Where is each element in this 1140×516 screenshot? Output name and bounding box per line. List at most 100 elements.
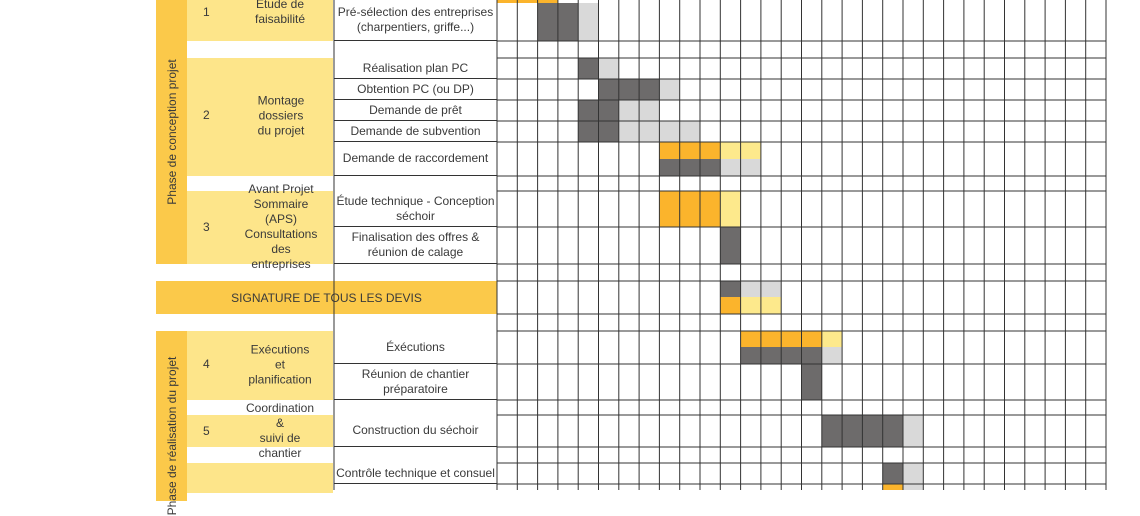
- gantt-bar: [639, 79, 660, 100]
- gantt-bar: [679, 191, 700, 227]
- gantt-bar: [720, 297, 741, 314]
- signature-label: SIGNATURE DE TOUS LES DEVIS: [231, 290, 422, 305]
- task-label: Pré-sélection des entreprises (charpenti…: [337, 5, 494, 34]
- gantt-bar: [517, 0, 538, 3]
- gantt-bar: [882, 463, 903, 484]
- step-2-cell: 2 Montage dossiers du projet: [187, 58, 333, 176]
- step-5-label: Coordination & suivi de chantier: [245, 401, 315, 460]
- gantt-bar: [740, 159, 761, 176]
- gantt-bar: [537, 0, 558, 3]
- gantt-bar: [598, 79, 619, 100]
- gantt-bar: [618, 79, 640, 100]
- gantt-bar: [598, 58, 619, 79]
- task-label: Construction du séchoir: [352, 423, 479, 437]
- step-1-cell: 1 Étude de faisabilité: [187, 0, 333, 41]
- gantt-bar: [537, 3, 558, 41]
- gantt-bar: [740, 281, 761, 297]
- task-cell: Éxécutions: [334, 331, 497, 364]
- gantt-bar: [903, 463, 924, 484]
- gantt-bar: [760, 297, 782, 314]
- gantt-bar: [740, 347, 761, 364]
- task-label: Demande de subvention: [350, 123, 481, 138]
- phase-conception-band: Phase de conception projet: [156, 0, 187, 264]
- step-2-number: 2: [203, 108, 210, 122]
- task-cell: Réalisation plan PC: [334, 58, 497, 79]
- gantt-bar: [578, 58, 599, 79]
- gantt-bar: [659, 121, 680, 142]
- gantt-bar: [497, 0, 518, 3]
- gantt-bar: [679, 142, 700, 159]
- task-cell: Demande de prêt: [334, 100, 497, 121]
- gantt-bar: [659, 79, 680, 100]
- gantt-bar: [557, 3, 579, 41]
- task-cell: Obtention PC (ou DP): [334, 79, 497, 100]
- task-cell: Demande de raccordement: [334, 142, 497, 176]
- task-cell: Finalisation des offres & réunion de cal…: [334, 227, 497, 264]
- gantt-bar: [639, 121, 660, 142]
- task-cell: Construction du séchoir: [334, 415, 497, 447]
- gantt-bar: [882, 484, 903, 490]
- step-4-number: 4: [203, 357, 210, 371]
- step-1-number: 1: [203, 5, 210, 19]
- gantt-bar: [700, 159, 721, 176]
- task-label: Étude technique - Conception séchoir: [336, 193, 495, 223]
- phase-realisation-label: Phase de réalisation du projet: [164, 357, 179, 516]
- gantt-bar: [720, 159, 741, 176]
- task-label: Finalisation des offres & réunion de cal…: [351, 230, 480, 259]
- gantt-bar: [821, 415, 843, 447]
- gantt-bar: [903, 484, 924, 490]
- gantt-bar: [720, 281, 741, 297]
- task-cell: Réunion de chantier préparatoire: [334, 364, 497, 400]
- task-cell: Contrôle technique et consuel: [334, 463, 497, 484]
- gantt-bar: [760, 281, 782, 297]
- phase-realisation-band: Phase de réalisation du projet: [156, 331, 187, 516]
- gantt-bar: [578, 121, 599, 142]
- step-5-cell: 5 Coordination & suivi de chantier: [187, 401, 333, 460]
- gantt-bar: [598, 121, 619, 142]
- step-5-number: 5: [203, 424, 210, 438]
- task-label: Demande de raccordement: [342, 151, 489, 165]
- task-cell: Demande de subvention: [334, 121, 497, 142]
- gantt-bar: [720, 191, 741, 227]
- gantt-bar: [740, 297, 761, 314]
- gantt-bar: [700, 191, 721, 227]
- task-cell: Étude technique - Conception séchoir: [334, 191, 497, 227]
- task-label: Réunion de chantier préparatoire: [361, 366, 470, 396]
- step-4-label: Exécutions et planification: [248, 342, 312, 387]
- gantt-bar: [578, 3, 599, 41]
- gantt-bar: [659, 191, 680, 227]
- gantt-bar: [720, 142, 741, 159]
- gantt-bar: [618, 100, 640, 121]
- task-label: Réalisation plan PC: [362, 60, 469, 75]
- gantt-bar: [700, 142, 721, 159]
- task-cell: Pré-sélection des entreprises (charpenti…: [334, 0, 497, 41]
- step-1-label: Étude de faisabilité: [254, 0, 306, 26]
- gantt-bar: [781, 347, 802, 364]
- task-label: Contrôle technique et consuel: [336, 465, 495, 480]
- phase-conception-label: Phase de conception projet: [164, 59, 179, 205]
- step-2-label: Montage dossiers du projet: [257, 93, 305, 138]
- step-3-label: Avant Projet Sommaire (APS) Consultation…: [244, 182, 318, 271]
- signature-band: SIGNATURE DE TOUS LES DEVIS: [156, 281, 497, 314]
- gantt-bar: [659, 159, 680, 176]
- gantt-bar: [903, 415, 924, 447]
- step-4-cell: 4 Exécutions et planification: [187, 331, 333, 400]
- gantt-bar: [578, 100, 599, 121]
- gantt-bar: [801, 331, 822, 347]
- step-6-cell: [187, 463, 333, 493]
- gantt-bar: [679, 121, 700, 142]
- step-3-number: 3: [203, 220, 210, 234]
- gantt-bar: [760, 331, 782, 347]
- gantt-bar: [639, 100, 660, 121]
- gantt-bar: [821, 331, 843, 347]
- task-label: Demande de prêt: [369, 102, 462, 117]
- gantt-bar: [760, 347, 782, 364]
- gantt-bar: [862, 415, 883, 447]
- gantt-bar: [598, 100, 619, 121]
- gantt-bar: [842, 415, 863, 447]
- gantt-bar: [618, 121, 640, 142]
- task-label: Obtention PC (ou DP): [357, 81, 474, 96]
- gantt-bar: [781, 331, 802, 347]
- gantt-bar: [740, 142, 761, 159]
- gantt-bar: [882, 415, 903, 447]
